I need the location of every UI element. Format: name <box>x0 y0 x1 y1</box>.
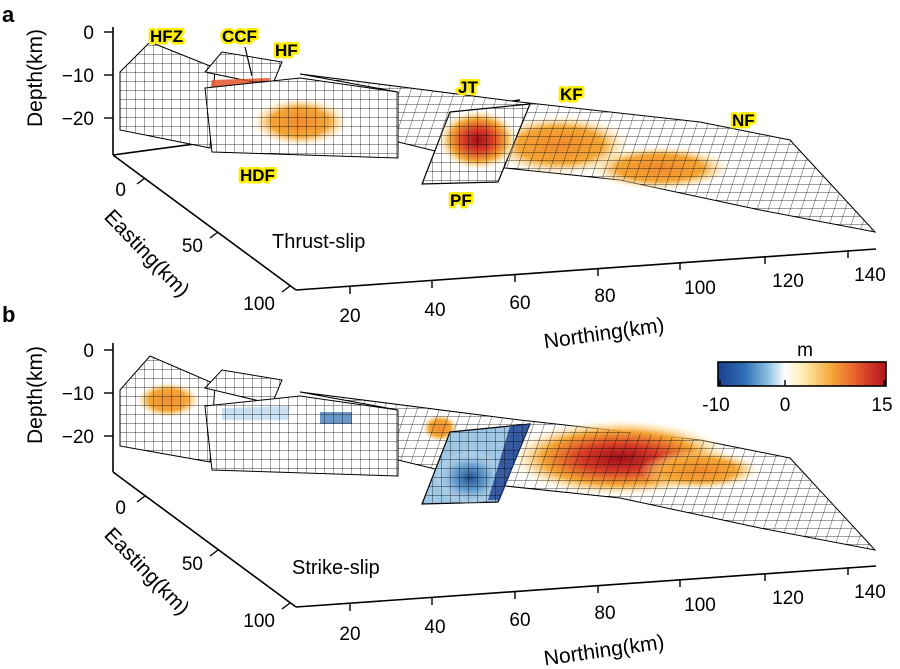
northing-tick: 140 <box>854 582 886 603</box>
northing-tick: 60 <box>509 293 530 314</box>
fault-label-hfz: HFZ <box>150 27 183 46</box>
northing-tick: 40 <box>424 617 445 638</box>
northing-tick: 80 <box>594 286 615 307</box>
fault-mesh <box>119 355 877 551</box>
fault-label-hdf: HDF <box>240 166 275 185</box>
depth-axis: 0 −10 −20 Depth(km) <box>24 23 113 130</box>
northing-tick: 100 <box>684 278 716 299</box>
panel-a: a 0 −10 −20 Depth(km) 0 50 100 Eas <box>2 2 886 353</box>
depth-tick: 0 <box>83 23 94 44</box>
easting-tick: 50 <box>182 236 203 257</box>
colorbar-unit: m <box>797 340 813 361</box>
northing-tick: 20 <box>339 306 360 327</box>
fault-label-pf: PF <box>450 191 472 210</box>
depth-tick: −10 <box>62 384 94 405</box>
easting-axis-label: Easting(km) <box>99 205 193 302</box>
colorbar-gradient <box>717 361 887 387</box>
mode-label: Thrust-slip <box>272 231 365 253</box>
fault-label-ccf: CCF <box>222 27 257 46</box>
depth-axis-label: Depth(km) <box>24 29 47 127</box>
fault-mesh <box>119 41 877 233</box>
northing-axis-label: Northing(km) <box>542 314 665 354</box>
northing-tick: 20 <box>339 624 360 645</box>
fault-label-jt: JT <box>458 78 478 97</box>
northing-axis: 20 40 60 80 100 120 140 Northing(km) <box>339 250 886 354</box>
fault-label-kf: KF <box>560 85 583 104</box>
panel-letter: a <box>2 2 15 27</box>
easting-tick: 0 <box>115 180 126 201</box>
easting-tick: 0 <box>115 498 126 519</box>
depth-tick: −20 <box>62 109 94 130</box>
easting-tick: 100 <box>243 294 275 315</box>
mode-label: Strike-slip <box>292 557 380 579</box>
easting-axis-label: Easting(km) <box>99 523 193 620</box>
depth-tick: 0 <box>83 341 94 362</box>
colorbar-tick: 15 <box>871 395 892 416</box>
easting-axis: 0 50 100 Easting(km) <box>99 495 291 632</box>
easting-tick: 100 <box>243 611 275 632</box>
northing-axis-label: Northing(km) <box>542 631 665 669</box>
panel-letter: b <box>2 302 15 327</box>
panel-b: b 0 −10 −20 Depth(km) 0 50 100 Easting(k… <box>2 302 893 669</box>
fault-label-hf: HF <box>275 41 298 60</box>
easting-tick: 50 <box>182 554 203 575</box>
northing-tick: 60 <box>509 610 530 631</box>
northing-tick: 40 <box>424 300 445 321</box>
colorbar: m -10 0 15 <box>702 340 892 416</box>
axis-box <box>112 343 877 608</box>
northing-tick: 80 <box>594 603 615 624</box>
easting-axis: 0 50 100 Easting(km) <box>99 177 291 315</box>
depth-tick: −20 <box>62 427 94 448</box>
northing-tick: 100 <box>684 595 716 616</box>
colorbar-tick: 0 <box>780 395 791 416</box>
fault-label-nf: NF <box>732 111 755 130</box>
northing-tick: 120 <box>772 588 804 609</box>
depth-tick: −10 <box>62 66 94 87</box>
depth-axis-label: Depth(km) <box>24 346 47 444</box>
northing-tick: 140 <box>854 265 886 286</box>
northing-axis: 20 40 60 80 100 120 140 Northing(km) <box>339 567 886 669</box>
depth-axis: 0 −10 −20 Depth(km) <box>24 341 113 448</box>
northing-tick: 120 <box>772 271 804 292</box>
colorbar-tick: -10 <box>702 395 729 416</box>
